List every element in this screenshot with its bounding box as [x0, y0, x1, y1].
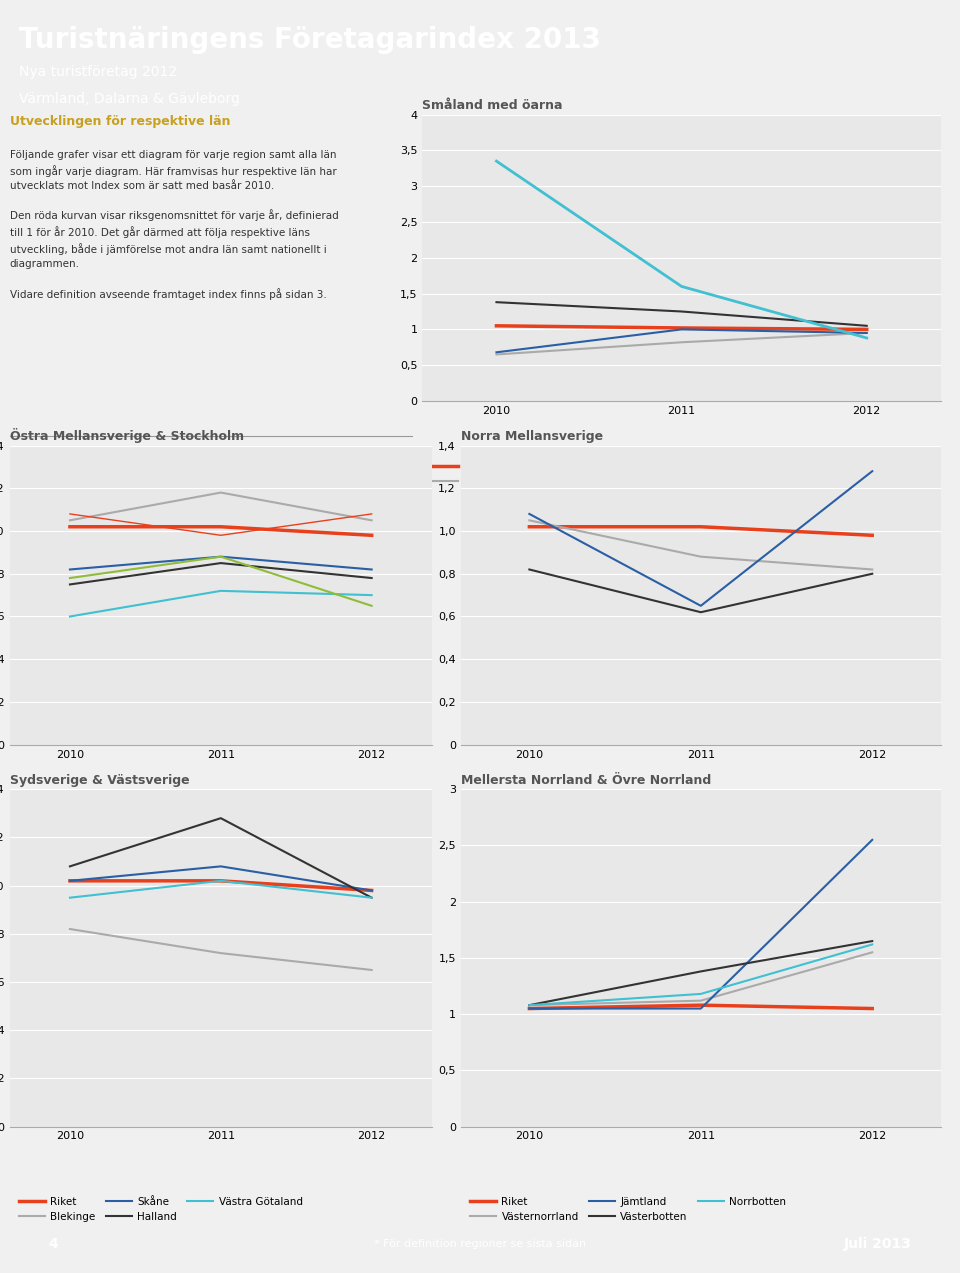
Text: Småland med öarna: Småland med öarna	[422, 99, 563, 112]
Text: Turistnäringens Företagarindex 2013: Turistnäringens Företagarindex 2013	[19, 25, 601, 53]
Legend: Riket, Blekinge, Skåne, Halland, Västra Götaland: Riket, Blekinge, Skåne, Halland, Västra …	[14, 1193, 307, 1226]
Text: Följande grafer visar ett diagram för varje region samt alla län
som ingår varje: Följande grafer visar ett diagram för va…	[10, 150, 338, 300]
Text: Värmland, Dalarna & Gävleborg: Värmland, Dalarna & Gävleborg	[19, 92, 240, 106]
Legend: Riket, Västernorrland, Jämtland, Västerbotten, Norrbotten: Riket, Västernorrland, Jämtland, Västerb…	[466, 1193, 790, 1226]
Text: * För definition regioner se sista sidan: * För definition regioner se sista sidan	[374, 1240, 586, 1249]
Legend: Riket, Värmland, Dalarna, Gävleborg: Riket, Värmland, Dalarna, Gävleborg	[466, 803, 651, 838]
Text: 4: 4	[48, 1237, 58, 1251]
Text: Nya turistföretag 2012: Nya turistföretag 2012	[19, 65, 178, 79]
Text: Mellersta Norrland & Övre Norrland: Mellersta Norrland & Övre Norrland	[461, 774, 711, 787]
Text: Östra Mellansverige & Stockholm: Östra Mellansverige & Stockholm	[10, 428, 244, 443]
Text: Utvecklingen för respektive län: Utvecklingen för respektive län	[10, 115, 230, 127]
Legend: Riket, Uppsala, Södermanland, Östergötland, Örebro, Västmanland, Stockholm: Riket, Uppsala, Södermanland, Östergötla…	[14, 803, 350, 854]
Text: Juli 2013: Juli 2013	[844, 1237, 912, 1251]
Text: Sydsverige & Västsverige: Sydsverige & Västsverige	[10, 774, 189, 787]
Text: Norra Mellansverige: Norra Mellansverige	[461, 430, 603, 443]
Legend: Riket, Jönköping, Kronoberg, Kalmar, Gotland: Riket, Jönköping, Kronoberg, Kalmar, Got…	[427, 458, 697, 491]
